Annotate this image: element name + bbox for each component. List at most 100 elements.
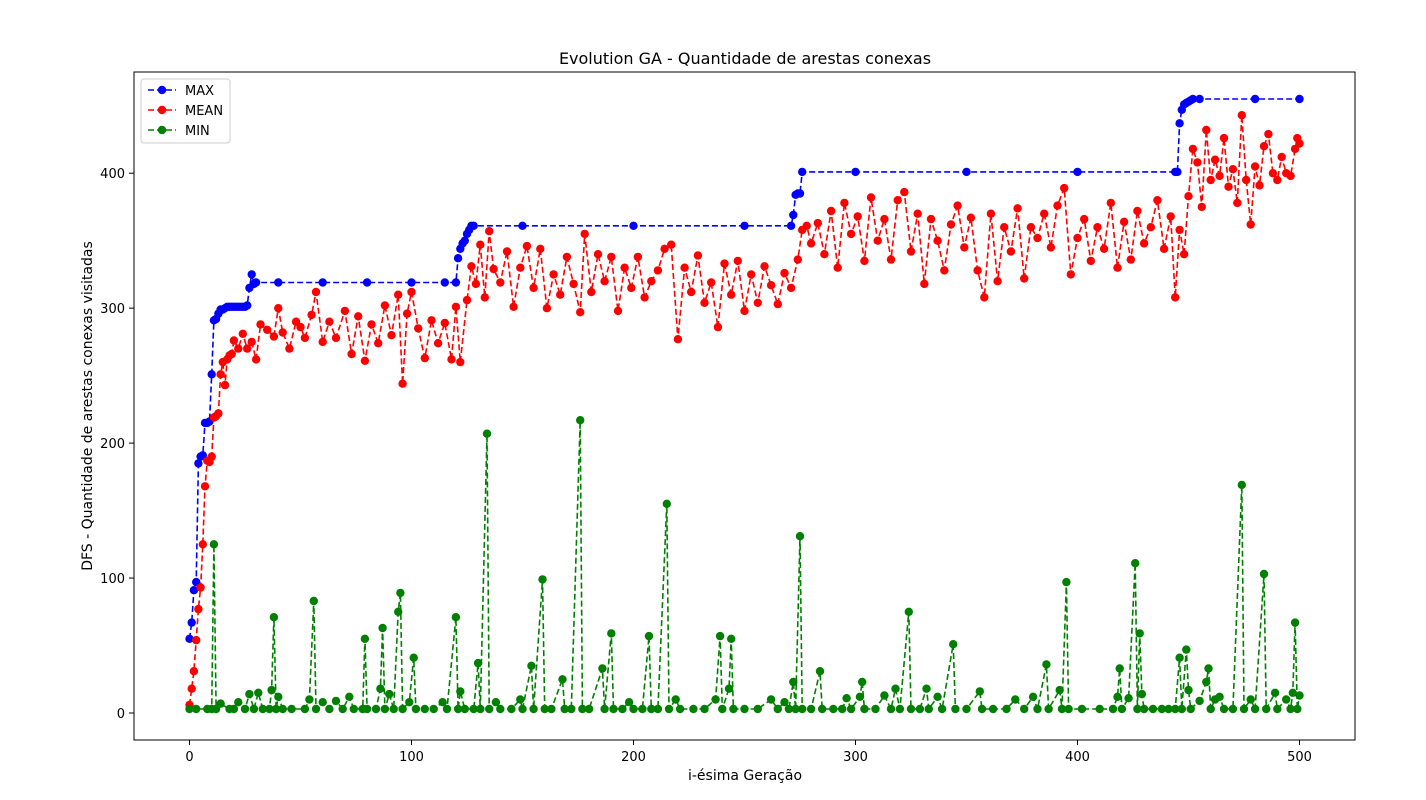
data-point-min: [1117, 704, 1127, 714]
data-point-min: [1239, 704, 1249, 714]
data-point-min: [600, 704, 609, 714]
data-point-mean: [727, 290, 736, 299]
data-point-max: [786, 221, 796, 230]
data-point-mean: [1228, 165, 1238, 174]
data-point-min: [871, 704, 880, 714]
data-point-mean: [549, 270, 558, 279]
data-point-min: [258, 704, 267, 714]
data-point-mean: [194, 604, 203, 614]
data-point-mean: [580, 229, 589, 239]
data-point-mean: [833, 263, 842, 272]
x-axis: 0 100 200 300 400 500: [185, 740, 1312, 765]
data-point-min: [860, 704, 869, 714]
data-point-mean: [687, 287, 696, 297]
data-point-min: [662, 499, 671, 508]
data-point-min: [1186, 704, 1195, 714]
data-point-mean: [873, 236, 882, 245]
data-point-mean: [1286, 171, 1295, 181]
data-point-min: [1028, 692, 1038, 701]
data-point-min: [1295, 691, 1304, 700]
data-point-mean: [766, 281, 776, 290]
data-point-mean: [296, 322, 305, 332]
data-point-min: [518, 704, 527, 714]
data-point-min: [338, 704, 347, 714]
data-point-min: [234, 698, 243, 707]
data-point-min: [1139, 704, 1149, 714]
x-axis-title: i-ésima Geração: [688, 768, 802, 784]
data-point-min: [1057, 704, 1067, 714]
data-point-min: [371, 704, 381, 714]
data-point-min: [267, 685, 276, 695]
data-point-mean: [820, 250, 829, 259]
data-point-mean: [647, 277, 656, 286]
data-point-mean: [940, 266, 949, 275]
data-point-min: [274, 692, 283, 701]
data-point-mean: [1215, 171, 1224, 181]
data-point-mean: [1202, 125, 1211, 135]
data-point-mean: [1224, 182, 1233, 191]
data-point-mean: [1193, 158, 1202, 167]
data-point-min: [806, 704, 816, 714]
legend-marker: [157, 125, 167, 135]
data-point-mean: [993, 277, 1002, 286]
data-point-min: [1175, 653, 1184, 662]
data-point-max: [318, 278, 327, 287]
data-point-min: [538, 575, 547, 584]
data-point-min: [216, 699, 225, 708]
data-point-min: [791, 704, 800, 714]
data-point-min: [609, 704, 618, 714]
data-point-mean: [1139, 239, 1149, 248]
data-point-min: [962, 704, 971, 714]
data-point-mean: [826, 206, 836, 216]
data-point-min: [453, 704, 463, 714]
data-point-mean: [1171, 293, 1180, 302]
legend-entry-mean: MEAN: [148, 104, 223, 119]
data-point-mean: [607, 252, 616, 262]
data-point-mean: [562, 252, 572, 262]
data-point-max: [207, 370, 216, 379]
data-point-min: [245, 689, 254, 699]
data-point-mean: [420, 353, 429, 363]
data-point-mean: [1086, 256, 1096, 266]
data-point-mean: [966, 213, 976, 222]
data-point-mean: [542, 304, 552, 313]
data-point-mean: [360, 356, 370, 365]
data-point-min: [185, 704, 194, 714]
data-point-min: [1177, 704, 1187, 714]
data-point-min: [409, 653, 418, 662]
data-point-min: [798, 704, 807, 714]
data-point-min: [1195, 696, 1204, 706]
data-point-mean: [700, 298, 709, 307]
data-point-min: [1055, 685, 1064, 695]
data-point-mean: [198, 540, 207, 549]
data-point-min: [376, 684, 385, 693]
data-point-mean: [1040, 209, 1049, 218]
data-point-mean: [536, 244, 545, 253]
data-point-min: [1002, 704, 1011, 714]
data-point-min: [540, 704, 549, 714]
data-point-max: [789, 210, 798, 220]
data-point-mean: [278, 328, 287, 337]
data-point-min: [309, 596, 318, 606]
data-point-mean: [593, 250, 603, 259]
data-point-max: [798, 167, 807, 177]
data-point-mean: [1099, 244, 1109, 253]
data-point-min: [1164, 704, 1173, 714]
data-point-max: [962, 167, 971, 177]
data-point-min: [1250, 704, 1260, 714]
data-point-min: [451, 613, 461, 622]
data-point-min: [1157, 704, 1167, 714]
data-point-mean: [1013, 204, 1022, 213]
data-point-mean: [1080, 214, 1089, 224]
y-tick-label: 400: [100, 167, 125, 182]
data-point-min: [378, 623, 387, 633]
data-point-mean: [747, 270, 756, 279]
data-point-min: [311, 704, 321, 714]
data-point-mean: [189, 667, 199, 676]
data-point-mean: [913, 209, 922, 218]
y-axis: 0 100 200 300 400: [100, 167, 134, 722]
data-point-max: [518, 221, 527, 230]
data-point-mean: [680, 263, 689, 272]
data-point-min: [567, 704, 576, 714]
data-point-min: [951, 704, 960, 714]
